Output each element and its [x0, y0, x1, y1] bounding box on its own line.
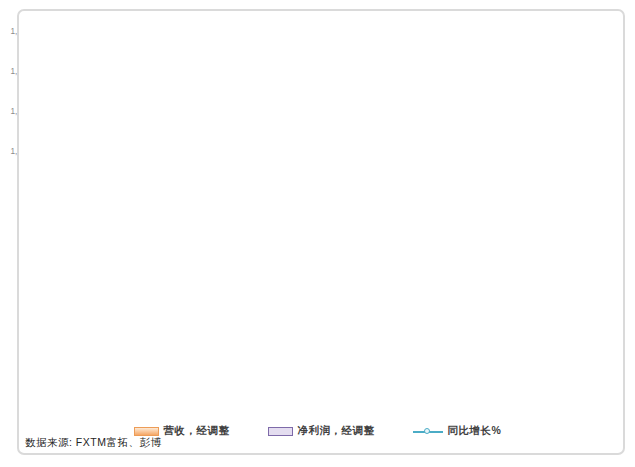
chart-canvas: 1,750,0001,550,0001,350,0001,150,000950,… [0, 0, 635, 467]
revenue-swatch-icon [134, 427, 159, 436]
legend-item-net-profit: 净利润，经调整 [268, 424, 375, 438]
growth-line-marker-icon [413, 426, 443, 436]
legend-label-growth: 同比增长% [448, 424, 502, 438]
source-note: 数据来源: FXTM富拓、彭博 [25, 436, 161, 450]
legend-item-growth: 同比增长% [413, 424, 502, 438]
net-profit-swatch-icon [268, 427, 293, 436]
legend-label-revenue: 营收，经调整 [164, 424, 230, 438]
chart-frame [17, 9, 625, 455]
legend-label-net-profit: 净利润，经调整 [298, 424, 375, 438]
